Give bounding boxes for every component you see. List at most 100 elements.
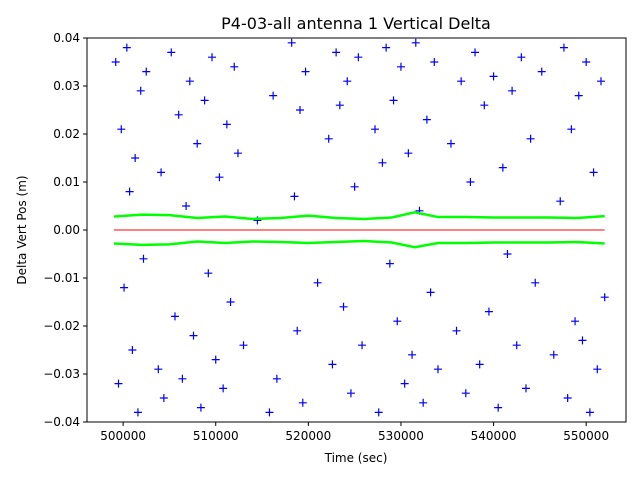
point <box>461 389 470 398</box>
point <box>290 192 299 201</box>
x-tick-label: 530000 <box>378 429 424 443</box>
y-tick-label: −0.04 <box>43 415 80 429</box>
point <box>484 307 493 316</box>
point <box>354 53 363 62</box>
point <box>426 288 435 297</box>
point <box>343 77 352 86</box>
point <box>131 154 140 162</box>
point <box>549 350 558 359</box>
point <box>475 360 484 369</box>
point <box>382 43 391 52</box>
point <box>480 101 489 110</box>
point <box>585 408 594 417</box>
point <box>200 96 209 105</box>
x-tick-label: 540000 <box>471 429 517 443</box>
point <box>211 355 220 364</box>
point <box>332 48 341 57</box>
point <box>571 317 580 326</box>
point <box>563 394 572 402</box>
point <box>422 115 431 124</box>
point <box>178 374 187 383</box>
point <box>122 43 131 52</box>
point <box>457 77 466 86</box>
point <box>313 278 322 287</box>
point <box>517 53 526 62</box>
y-tick-label: −0.02 <box>43 319 80 333</box>
point <box>293 326 302 335</box>
x-axis-label: Time (sec) <box>324 451 388 465</box>
point <box>489 72 498 81</box>
point <box>589 168 598 177</box>
point <box>111 58 120 66</box>
point <box>215 173 224 182</box>
point <box>269 91 278 100</box>
point <box>233 149 242 158</box>
point <box>208 53 217 62</box>
point <box>574 91 583 100</box>
point <box>196 403 205 412</box>
x-tick-label: 510000 <box>193 429 239 443</box>
point <box>389 96 398 105</box>
point <box>335 101 344 110</box>
point <box>272 374 281 383</box>
point <box>174 110 183 119</box>
point <box>301 67 310 76</box>
point <box>531 278 540 287</box>
point <box>559 43 568 52</box>
y-tick-label: 0.03 <box>53 79 80 93</box>
point <box>182 202 191 210</box>
point <box>193 139 202 148</box>
point <box>593 365 602 374</box>
chart-title: P4-03-all antenna 1 Vertical Delta <box>221 14 491 33</box>
point <box>120 283 129 292</box>
point <box>265 408 274 417</box>
point <box>350 182 359 191</box>
point <box>139 254 148 263</box>
point <box>556 197 565 206</box>
point <box>346 389 355 398</box>
point <box>537 67 546 76</box>
point <box>222 120 231 129</box>
point <box>419 398 428 407</box>
y-tick-label: 0.00 <box>53 223 80 237</box>
point <box>226 298 235 306</box>
point <box>296 106 305 114</box>
point <box>358 341 367 350</box>
point <box>494 403 503 412</box>
point <box>582 58 591 66</box>
point <box>339 302 348 311</box>
x-tick-label: 500000 <box>100 429 146 443</box>
y-tick-label: 0.04 <box>53 31 80 45</box>
point <box>371 125 380 134</box>
point <box>400 379 409 388</box>
line-series <box>113 210 605 221</box>
point <box>508 86 517 95</box>
point <box>596 77 605 86</box>
point <box>521 384 530 393</box>
point <box>433 365 442 374</box>
point <box>393 317 402 326</box>
point <box>526 134 535 143</box>
point <box>408 350 417 359</box>
point <box>114 379 123 388</box>
point <box>567 125 576 134</box>
point <box>396 62 405 71</box>
point <box>471 48 480 57</box>
point <box>600 293 609 302</box>
point <box>512 341 521 350</box>
point <box>452 326 461 335</box>
point <box>157 168 166 177</box>
point <box>287 38 296 47</box>
point <box>430 58 439 66</box>
point <box>204 269 213 278</box>
point <box>230 62 239 71</box>
point <box>185 77 194 86</box>
point <box>189 331 198 340</box>
point <box>154 365 163 374</box>
y-axis-label: Delta Vert Pos (m) <box>15 175 29 284</box>
point <box>503 250 512 258</box>
x-tick-label: 520000 <box>285 429 331 443</box>
point <box>167 48 176 57</box>
